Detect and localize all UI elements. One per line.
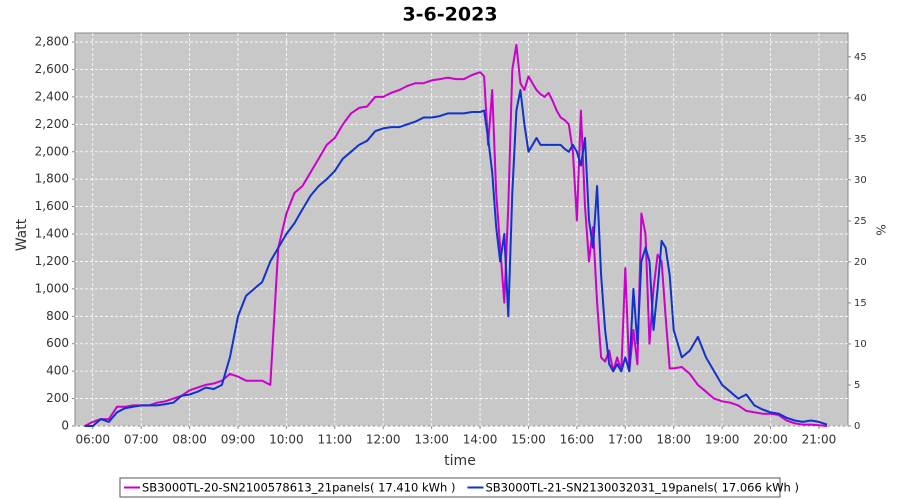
y2-tick-label: 5 [854,380,860,391]
y2-tick-label: 0 [854,421,860,432]
y-tick-label: 1,600 [35,199,69,213]
y-tick-label: 2,600 [35,62,69,76]
plot-area [74,32,849,427]
y-tick-label: 1,000 [35,281,69,295]
x-tick-label: 15:00 [511,433,546,447]
x-tick-label: 13:00 [414,433,449,447]
x-tick-label: 10:00 [269,433,304,447]
y-tick-label: 600 [46,336,69,350]
y-tick-label: 1,400 [35,227,69,241]
y-axis-label: Watt [14,218,30,251]
y2-tick-label: 40 [854,93,867,104]
y-tick-label: 0 [61,419,69,433]
x-tick-label: 17:00 [608,433,643,447]
y2-tick-label: 30 [854,175,867,186]
series-line [84,43,828,427]
legend-label: SB3000TL-21-SN2130032031_19panels( 17.06… [485,481,798,495]
x-tick-label: 20:00 [753,433,788,447]
y2-axis-label: % [874,224,888,235]
x-tick-label: 09:00 [221,433,256,447]
x-tick-label: 21:00 [802,433,837,447]
y2-tick-label: 35 [854,134,867,145]
x-axis-label: time [444,453,476,469]
y2-tick-label: 20 [854,257,867,268]
y-tick-label: 2,000 [35,144,69,158]
x-tick-label: 19:00 [705,433,740,447]
legend [119,477,781,498]
x-tick-label: 14:00 [463,433,498,447]
y-tick-label: 2,400 [35,89,69,103]
y2-tick-label: 15 [854,298,867,309]
x-tick-label: 07:00 [124,433,159,447]
x-tick-label: 08:00 [172,433,207,447]
x-tick-label: 16:00 [560,433,595,447]
y-tick-label: 800 [46,309,69,323]
chart-title: 3-6-2023 [402,4,497,26]
legend-label: SB3000TL-20-SN2100578613_21panels( 17.41… [142,481,455,495]
y-tick-label: 2,200 [35,117,69,131]
y-tick-label: 400 [46,364,69,378]
y-tick-label: 200 [46,391,69,405]
y-tick-label: 1,200 [35,254,69,268]
y2-tick-label: 10 [854,339,867,350]
series-line [84,89,828,427]
y-tick-label: 2,800 [35,35,69,49]
y2-tick-label: 45 [854,52,867,63]
x-tick-label: 06:00 [75,433,110,447]
x-tick-label: 12:00 [366,433,401,447]
x-tick-label: 18:00 [656,433,691,447]
y2-tick-label: 25 [854,216,867,227]
y-tick-label: 1,800 [35,172,69,186]
x-tick-label: 11:00 [318,433,353,447]
